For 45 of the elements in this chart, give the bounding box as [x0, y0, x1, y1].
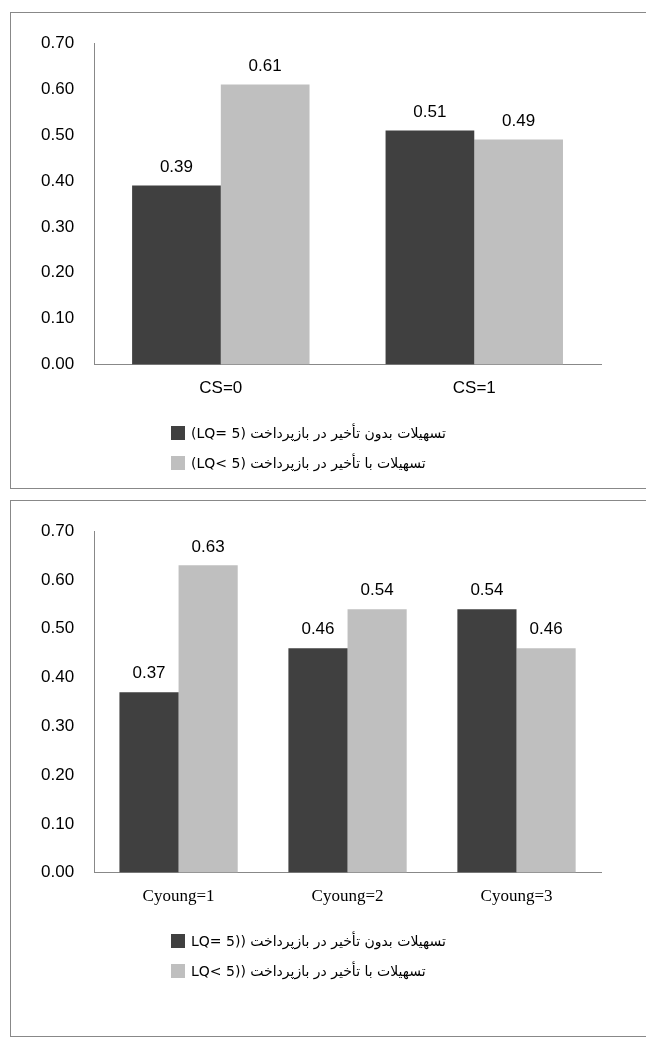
x-tick-label: Cyoung=3	[480, 886, 553, 906]
data-label: 0.54	[360, 580, 394, 600]
x-tick-label: Cyoung=1	[142, 886, 215, 906]
bar	[220, 84, 310, 365]
bar	[288, 648, 348, 873]
y-tick-label: 0.10	[40, 813, 75, 833]
y-tick-label: 0.20	[40, 262, 75, 282]
bar	[516, 648, 576, 873]
bar	[119, 692, 179, 873]
y-tick-label: 0.00	[40, 862, 75, 882]
data-label: 0.49	[502, 110, 536, 130]
legend-label: تسهیلات با تأخیر در بازپرداخت (LQ< 5)	[191, 455, 426, 471]
y-tick-label: 0.40	[40, 667, 75, 687]
data-label: 0.39	[159, 156, 194, 176]
y-tick-label: 0.10	[40, 308, 75, 328]
data-label: 0.37	[132, 663, 166, 683]
y-tick-label: 0.50	[40, 124, 75, 144]
x-tick-label: Cyoung=2	[311, 886, 384, 906]
bar	[178, 565, 238, 873]
bar	[474, 139, 563, 365]
data-label: 0.54	[470, 580, 504, 600]
bar	[347, 609, 407, 873]
data-label: 0.61	[248, 55, 282, 75]
legend-label: تسهیلات بدون تأخیر در بازپرداخت (LQ= 5)	[191, 425, 446, 441]
y-tick-label: 0.40	[40, 170, 75, 190]
bar	[132, 185, 221, 365]
y-tick-label: 0.60	[40, 569, 75, 589]
y-tick-label: 0.20	[40, 764, 75, 784]
y-tick-label: 0.00	[40, 354, 75, 374]
data-label: 0.46	[301, 619, 335, 639]
legend-label: تسهیلات بدون تأخیر در بازپرداخت ((LQ= 5	[191, 933, 446, 949]
y-tick-label: 0.50	[40, 618, 75, 638]
y-tick-label: 0.60	[40, 78, 75, 98]
y-tick-label: 0.70	[40, 32, 75, 52]
x-tick-label: CS=0	[199, 378, 243, 398]
x-tick-label: CS=1	[452, 378, 496, 398]
y-tick-label: 0.30	[40, 216, 75, 236]
data-label: 0.63	[191, 536, 225, 556]
bar	[457, 609, 517, 873]
data-label: 0.51	[413, 101, 447, 121]
legend-label: تسهیلات با تأخیر در بازپرداخت ((LQ< 5	[191, 963, 426, 979]
y-tick-label: 0.70	[40, 520, 75, 540]
data-label: 0.46	[529, 619, 563, 639]
y-tick-label: 0.30	[40, 715, 75, 735]
bar	[385, 130, 475, 365]
